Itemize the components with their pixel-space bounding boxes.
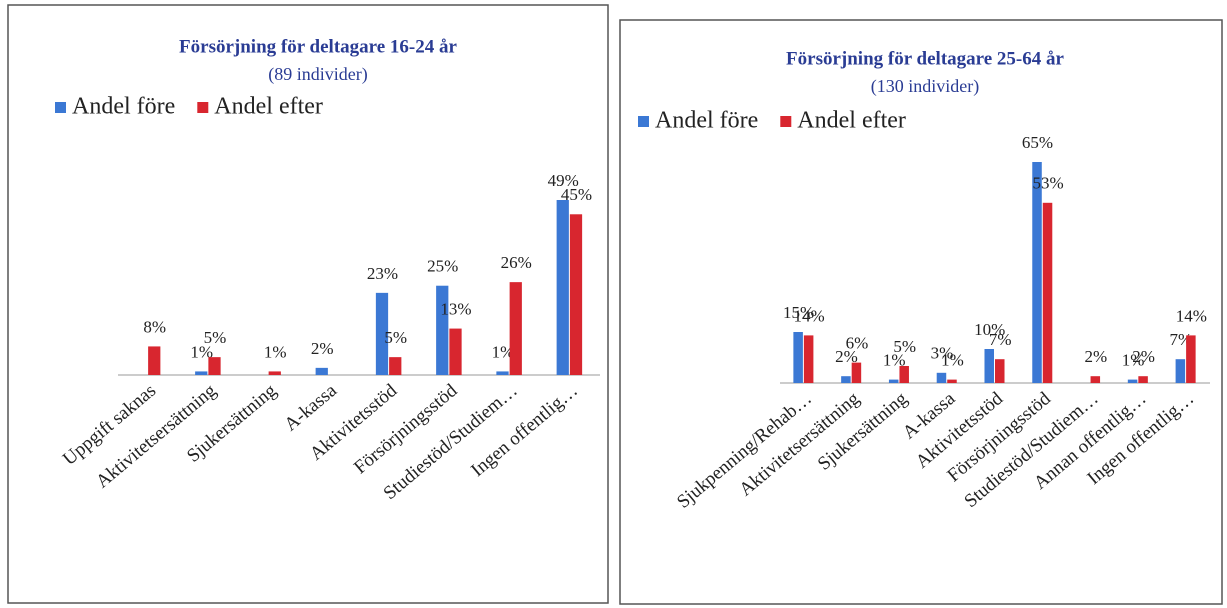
bar: [208, 357, 221, 375]
data-label: 53%: [1032, 174, 1063, 193]
data-label: 5%: [384, 328, 407, 347]
bar: [1127, 379, 1138, 383]
data-label: 2%: [835, 347, 858, 366]
chart-title: Försörjning för deltagare 25-64 år: [786, 48, 1064, 69]
data-label: 1%: [190, 342, 213, 361]
data-label: 6%: [846, 334, 869, 353]
data-label: 65%: [1022, 133, 1053, 152]
bar: [315, 367, 328, 375]
legend-swatch: [197, 102, 209, 113]
legend-swatch: [638, 116, 649, 127]
data-label: 26%: [501, 253, 532, 272]
panel-border: [619, 19, 1223, 605]
data-label: 8%: [143, 317, 166, 336]
legend-label: Andel efter: [214, 94, 323, 120]
data-label: 1%: [492, 342, 515, 361]
panel-border: [7, 4, 609, 604]
data-label: 1%: [1122, 351, 1145, 370]
bar: [556, 200, 569, 375]
legend-swatch: [55, 102, 66, 113]
x-tick-label: Försörjningsstöd: [350, 380, 462, 479]
x-tick-label: Ingen offentlig…: [467, 380, 582, 481]
data-label: 25%: [427, 257, 458, 276]
bar: [1175, 359, 1186, 383]
bar: [436, 285, 449, 375]
data-label: 3%: [931, 344, 954, 363]
bar: [888, 379, 899, 383]
bar: [389, 357, 402, 375]
legend-label: Andel efter: [797, 108, 906, 134]
bar: [268, 371, 281, 375]
bar: [1032, 162, 1042, 383]
data-label: 15%: [783, 303, 814, 322]
bar: [569, 214, 583, 375]
data-label: 2%: [311, 339, 334, 358]
bar: [496, 371, 509, 375]
chart-subtitle: (89 individer): [268, 64, 367, 85]
bar: [509, 282, 522, 375]
bar: [899, 366, 909, 383]
data-label: 7%: [989, 330, 1012, 349]
bar: [841, 376, 851, 383]
data-label: 1%: [264, 342, 287, 361]
data-label: 23%: [367, 264, 398, 283]
bar: [984, 349, 994, 383]
data-label: 2%: [1084, 347, 1107, 366]
bar: [936, 372, 947, 383]
bar: [803, 335, 814, 383]
data-label: 49%: [548, 171, 579, 190]
bar: [449, 328, 462, 375]
legend-label: Andel före: [655, 108, 758, 134]
data-label: 14%: [794, 306, 825, 325]
legend-swatch: [780, 116, 792, 127]
chart-subtitle: (130 individer): [871, 76, 979, 97]
bar: [851, 362, 862, 383]
bar: [1186, 335, 1196, 383]
bar: [195, 371, 208, 375]
data-label: 10%: [974, 320, 1005, 339]
data-label: 2%: [1132, 347, 1155, 366]
data-label: 45%: [561, 185, 592, 204]
data-label: 13%: [440, 299, 471, 318]
data-label: 14%: [1176, 306, 1207, 325]
bar: [1090, 376, 1101, 383]
bar: [995, 359, 1005, 383]
bar: [947, 379, 957, 383]
bar: [793, 332, 803, 383]
chart-title: Försörjning för deltagare 16-24 år: [179, 36, 457, 57]
bar: [148, 346, 161, 375]
bar: [1138, 376, 1148, 383]
data-label: 5%: [204, 328, 227, 347]
bar: [375, 292, 389, 375]
data-label: 5%: [893, 337, 916, 356]
legend-label: Andel före: [72, 94, 175, 120]
bar: [1042, 202, 1053, 383]
data-label: 1%: [883, 351, 906, 370]
data-label: 1%: [941, 351, 964, 370]
